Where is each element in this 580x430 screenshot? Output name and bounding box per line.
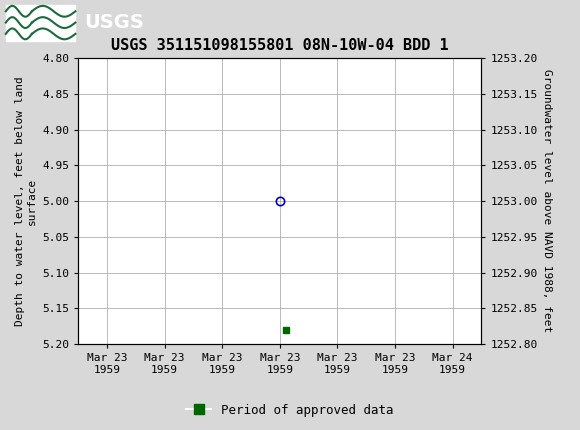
Y-axis label: Depth to water level, feet below land
surface: Depth to water level, feet below land su… bbox=[15, 76, 37, 326]
FancyBboxPatch shape bbox=[6, 4, 75, 41]
Legend: Period of approved data: Period of approved data bbox=[181, 399, 399, 421]
Text: USGS: USGS bbox=[84, 13, 144, 32]
Y-axis label: Groundwater level above NAVD 1988, feet: Groundwater level above NAVD 1988, feet bbox=[542, 69, 552, 333]
Title: USGS 351151098155801 08N-10W-04 BDD 1: USGS 351151098155801 08N-10W-04 BDD 1 bbox=[111, 38, 449, 53]
